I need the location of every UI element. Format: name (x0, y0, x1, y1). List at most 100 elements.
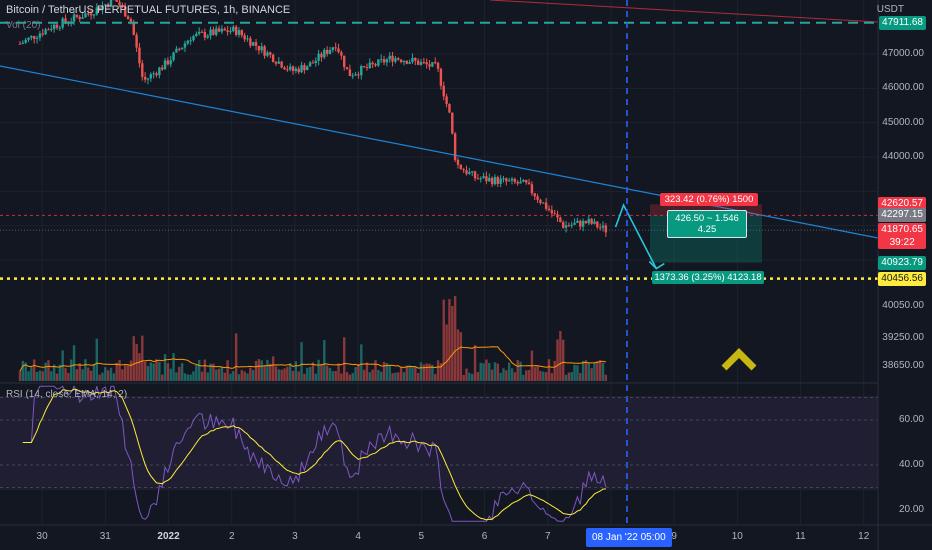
chart-title[interactable]: Bitcoin / TetherUS PERPETUAL FUTURES, 1h… (6, 4, 291, 16)
candle-body (215, 28, 218, 35)
candle-body (502, 178, 505, 180)
volume-bar (84, 359, 87, 381)
price-axis-label: 40050.00 (882, 300, 924, 311)
volume-bar (24, 362, 27, 381)
volume-bar (206, 372, 209, 381)
price-axis-label: 47000.00 (882, 48, 924, 59)
volume-bar (81, 369, 84, 381)
candle-body (252, 42, 255, 46)
candle-body (263, 46, 266, 56)
price-tag-value: 40923.79 (881, 256, 923, 268)
volume-bar (141, 335, 144, 381)
candle-body (223, 28, 226, 31)
volume-bar (186, 374, 189, 381)
volume-bar (72, 345, 76, 381)
candle-body (562, 222, 565, 228)
candle-body (246, 38, 249, 40)
candle-body (101, 5, 104, 11)
price-axis-label: 45000.00 (882, 116, 924, 128)
rsi-legend[interactable]: RSI (14, close, EMA, 14, 2) (6, 389, 128, 400)
candle-body (269, 52, 272, 55)
volume-ma-line (19, 346, 607, 372)
candle-body (399, 59, 403, 63)
volume-bar (539, 370, 542, 381)
candle-body (81, 17, 84, 19)
volume-bar (169, 368, 172, 381)
volume-bar (178, 366, 181, 381)
candle-body (542, 202, 545, 204)
volume-bar (55, 373, 59, 381)
candle-body (388, 55, 391, 60)
candle-body (434, 62, 437, 64)
candle-body (200, 31, 204, 33)
volume-bar (422, 364, 426, 381)
candle-body (249, 38, 252, 46)
volume-bar (152, 363, 155, 381)
volume-bar (593, 362, 596, 381)
volume-bar (434, 374, 437, 381)
candle-body (505, 178, 508, 182)
volume-bar (197, 359, 201, 381)
volume-legend[interactable]: Vol (20) (6, 20, 41, 31)
volume-bar (587, 362, 590, 381)
candle-body (462, 169, 465, 171)
volume-bar (379, 371, 383, 381)
volume-bar (365, 362, 369, 381)
time-axis-label: 12 (858, 531, 870, 542)
candle-body (78, 16, 81, 19)
candle-body (30, 35, 33, 38)
volume-bar (138, 353, 141, 381)
candle-body (559, 217, 562, 223)
candle-body (414, 58, 417, 61)
candle-body (206, 35, 209, 38)
candle-body (351, 75, 354, 77)
candle-body (320, 53, 323, 58)
candle-body (510, 178, 514, 181)
candle-body (115, 0, 118, 2)
candle-body (547, 208, 551, 211)
rsi-indicator (0, 385, 878, 522)
volume-bar (260, 360, 263, 381)
target-label[interactable]: 323.42 (0.76%) 1500 (660, 193, 758, 206)
candle-body (337, 48, 340, 53)
candle-body (317, 53, 320, 61)
volume-bar (209, 363, 212, 381)
volume-bar (155, 359, 158, 381)
volume-bar (89, 370, 93, 381)
time-axis-label: 2022 (157, 531, 180, 542)
candle-body (525, 179, 528, 183)
candle-body (121, 5, 124, 8)
volume-bar (479, 362, 482, 381)
candle-body (377, 59, 380, 66)
candle-body (533, 193, 536, 197)
volume-bar (195, 364, 198, 381)
volume-bar (408, 365, 411, 381)
volume-bar (462, 374, 465, 381)
candle-body (411, 58, 414, 63)
candle-body (331, 47, 335, 50)
volume-bar (468, 372, 471, 381)
volume-bar (232, 371, 235, 381)
volume-bar (212, 363, 215, 381)
volume-bar (69, 359, 73, 381)
candle-body (84, 13, 87, 18)
volume-bar (104, 367, 107, 381)
position-center-label[interactable]: 426.50 ~ 1.546 4.25 (667, 210, 747, 238)
volume-bar (533, 367, 536, 381)
candle-body (496, 177, 499, 184)
candle-body (573, 222, 576, 225)
rsi-axis-label: 40.00 (898, 459, 924, 470)
volume-bar (570, 372, 573, 381)
volume-bar (377, 369, 380, 381)
volume-bar (98, 374, 101, 381)
volume-bar (325, 365, 329, 381)
candle-body (323, 49, 326, 58)
stop-label[interactable]: 1373.36 (3.25%) 4123.18 (652, 271, 764, 284)
volume-bar (294, 361, 298, 381)
volume-bar (459, 332, 463, 381)
price-tag-value: 41870.65 (881, 224, 923, 236)
volume-bar (431, 364, 434, 381)
candle-body (476, 178, 480, 180)
price-axis-label: 44000.00 (882, 151, 924, 162)
